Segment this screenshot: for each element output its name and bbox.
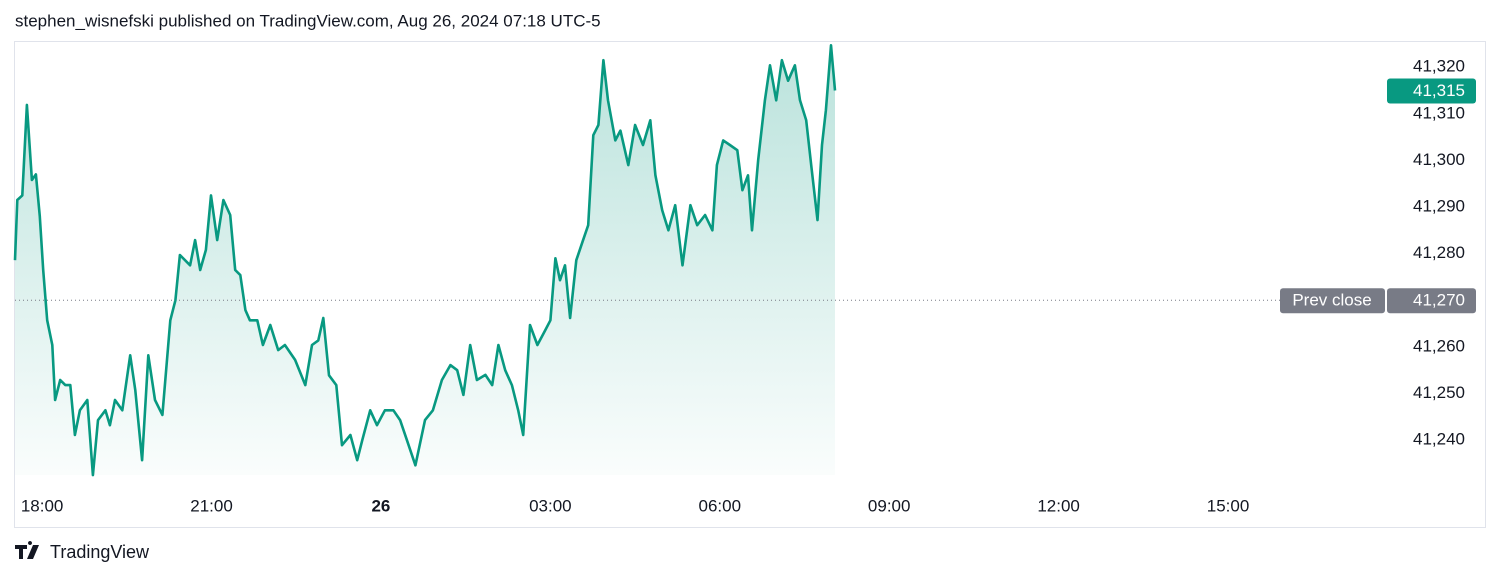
y-tick-label: 41,260: [1413, 336, 1465, 355]
y-tick-label: 41,240: [1413, 430, 1465, 449]
x-tick-label: 21:00: [190, 496, 233, 515]
y-tick-label: 41,320: [1413, 57, 1465, 76]
brand-name[interactable]: TradingView: [50, 542, 150, 562]
x-tick-label: 03:00: [529, 496, 572, 515]
y-tick-label: 41,310: [1413, 103, 1465, 122]
chart-frame: [14, 41, 1486, 528]
prev-close-name: Prev close: [1292, 291, 1371, 310]
prev-close-tag: [1280, 288, 1385, 314]
prev-close-value: 41,270: [1413, 291, 1465, 310]
x-tick-label: 26: [371, 496, 390, 515]
y-tick-label: 41,280: [1413, 243, 1465, 262]
x-tick-label: 18:00: [21, 496, 64, 515]
x-tick-label: 09:00: [868, 496, 911, 515]
x-tick-label: 06:00: [698, 496, 741, 515]
y-tick-label: 41,290: [1413, 197, 1465, 216]
area-fill: [15, 45, 835, 476]
x-tick-label: 12:00: [1037, 496, 1080, 515]
prev-close-value-tag: [1387, 288, 1476, 314]
last-price-tag: [1387, 78, 1476, 104]
last-price-label: 41,315: [1413, 81, 1465, 100]
price-line: [13, 44, 837, 477]
publisher-line: stephen_wisnefski published on TradingVi…: [15, 11, 601, 30]
y-tick-label: 41,250: [1413, 383, 1465, 402]
brand-logo: [15, 540, 39, 559]
y-tick-label: 41,300: [1413, 150, 1465, 169]
x-tick-label: 15:00: [1207, 496, 1250, 515]
